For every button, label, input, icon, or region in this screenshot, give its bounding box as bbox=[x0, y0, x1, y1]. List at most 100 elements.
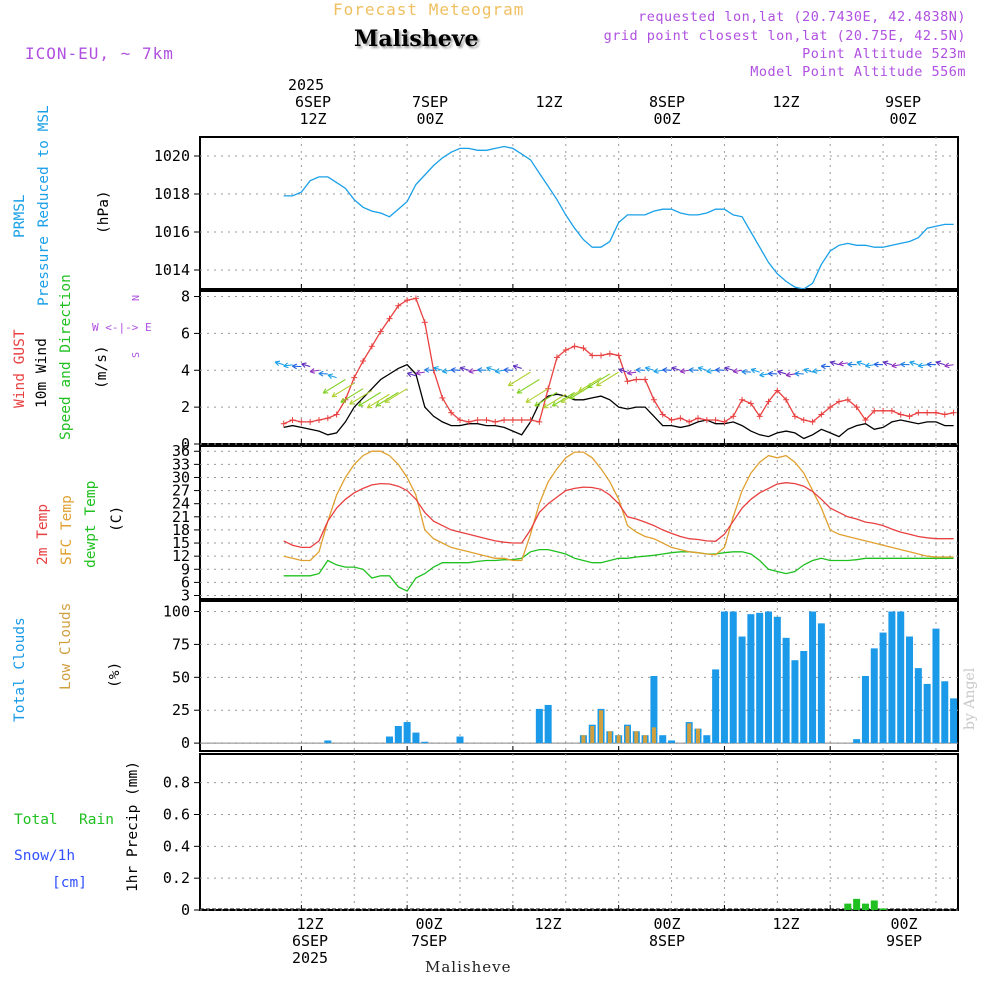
total-cloud-bar bbox=[914, 668, 922, 744]
y-tick-label: 0.6 bbox=[163, 805, 190, 823]
wind-arrow bbox=[301, 362, 311, 368]
wind-arrow bbox=[732, 368, 743, 374]
wind-arrow bbox=[543, 393, 567, 409]
wind-gust-line-marker bbox=[606, 350, 613, 357]
wind-arrow bbox=[503, 367, 513, 373]
bottom-time-hour: 12Z bbox=[534, 915, 562, 933]
compass-south: S bbox=[131, 352, 142, 358]
top-time-hour: 00Z bbox=[416, 110, 444, 128]
wind-gust-line-marker bbox=[615, 352, 622, 359]
total-cloud-bar bbox=[712, 669, 720, 744]
bottom-time-date: 6SEP bbox=[291, 932, 329, 950]
bottom-time-label: 12Z 6SEP 2025 bbox=[283, 916, 337, 967]
y-tick-label: 1020 bbox=[154, 147, 190, 165]
wind-arrow bbox=[830, 360, 840, 367]
y-tick-label: 75 bbox=[172, 635, 190, 653]
top-time-hour: 12Z bbox=[535, 93, 563, 111]
wind-gust-line-marker bbox=[765, 398, 772, 405]
precip-snow-unit: [cm] bbox=[52, 875, 87, 891]
total-cloud-bar bbox=[950, 698, 958, 744]
wind-gust-line-marker bbox=[853, 404, 860, 411]
cloud-labels: Total Clouds Low Clouds (%) bbox=[12, 603, 123, 722]
wind-arrow bbox=[450, 367, 461, 373]
wind-arrow bbox=[618, 367, 628, 374]
wind-gust-line-marker bbox=[360, 358, 367, 365]
total-cloud-bar bbox=[659, 735, 667, 744]
panel-1: 0 2 4 6 8 bbox=[181, 288, 959, 453]
total-cloud-bar bbox=[729, 611, 737, 744]
chart-subtitle: Forecast Meteogram bbox=[333, 0, 525, 19]
wind-gust-line-marker bbox=[589, 352, 596, 359]
wind-arrow bbox=[856, 360, 866, 367]
y-tick-label: 0.2 bbox=[163, 869, 190, 887]
wind-arrow bbox=[516, 379, 540, 394]
wind-gust-line-marker bbox=[836, 398, 843, 405]
wind-arrow bbox=[697, 366, 707, 372]
wind-arrow bbox=[662, 367, 672, 373]
wind-arrow bbox=[459, 366, 469, 372]
wind-arrow bbox=[653, 368, 663, 374]
dewpoint-line bbox=[283, 548, 954, 592]
top-time-label: 12Z bbox=[759, 94, 813, 111]
requested-coords: requested lon,lat (20.7430E, 42.4838N) bbox=[638, 9, 966, 25]
model-altitude: Model Point Altitude 556m bbox=[750, 64, 966, 80]
wind-arrow bbox=[340, 388, 364, 403]
wind-gust-line-marker bbox=[730, 413, 737, 420]
wind-arrow bbox=[706, 368, 716, 374]
wind-gust-line-marker bbox=[315, 417, 322, 424]
wind-arrow bbox=[935, 360, 945, 367]
wind-gust-line-marker bbox=[950, 409, 957, 416]
wind-arrow bbox=[349, 390, 373, 405]
low-cloud-bar bbox=[590, 726, 595, 744]
wind-gust-line-marker bbox=[457, 417, 464, 424]
wind-arrow bbox=[587, 373, 611, 389]
precip-snow: Snow/1h bbox=[14, 848, 75, 864]
wind-gust-line-marker bbox=[598, 352, 605, 359]
wind-gust-line-marker bbox=[404, 297, 411, 304]
wind-arrow bbox=[494, 368, 505, 374]
wind-arrow bbox=[322, 379, 346, 394]
total-cloud-bar bbox=[817, 623, 825, 744]
low-cloud-bar bbox=[599, 710, 604, 744]
wind-gust-line-marker bbox=[571, 343, 578, 350]
bottom-time-hour: 12Z bbox=[296, 915, 324, 933]
wind-gust-line-marker bbox=[351, 374, 358, 381]
wind-arrow bbox=[909, 360, 919, 367]
rain-bar bbox=[861, 903, 869, 910]
top-time-hour: 00Z bbox=[653, 110, 681, 128]
top-time-hour: 00Z bbox=[889, 110, 917, 128]
wind-arrow bbox=[777, 369, 787, 376]
total-cloud-bar bbox=[324, 740, 332, 744]
wind-arrow bbox=[865, 362, 875, 369]
wind-arrow bbox=[331, 382, 355, 398]
y-tick-label: 18 bbox=[172, 521, 190, 539]
pressure-label-2: Pressure Reduced to MSL bbox=[36, 105, 52, 306]
top-time-date: 8SEP bbox=[648, 93, 686, 111]
low-cloud-bar bbox=[634, 731, 639, 744]
wind-arrow bbox=[477, 367, 487, 373]
y-tick-label: 2 bbox=[181, 398, 190, 416]
wind-arrow bbox=[882, 360, 893, 367]
panel-frame bbox=[199, 445, 959, 600]
wind-label-2: 10m Wind bbox=[34, 338, 50, 408]
y-tick-label: 25 bbox=[172, 701, 190, 719]
y-tick-label: 6 bbox=[181, 324, 190, 342]
wind-gust-line-marker bbox=[915, 409, 922, 416]
bottom-time-label: 12Z bbox=[521, 916, 575, 933]
wind-arrow bbox=[468, 368, 478, 374]
temp-label-2: SFC Temp bbox=[59, 495, 75, 565]
wind-arrow bbox=[309, 368, 320, 374]
low-cloud-bar bbox=[687, 723, 692, 744]
wind-gust-line-marker bbox=[395, 302, 402, 309]
wind-arrow bbox=[944, 362, 954, 369]
wind-gust-line-marker bbox=[483, 417, 490, 424]
wind-gust-line-marker bbox=[307, 418, 314, 425]
cloud-unit: (%) bbox=[107, 662, 123, 688]
wind-gust-line-marker bbox=[712, 417, 719, 424]
total-cloud-bar bbox=[782, 637, 790, 744]
temp-labels: 2m Temp SFC Temp dewpt Temp (C) bbox=[35, 481, 125, 568]
top-time-date: 7SEP bbox=[411, 93, 449, 111]
y-tick-label: 36 bbox=[172, 442, 190, 460]
total-cloud-bar bbox=[861, 676, 869, 744]
